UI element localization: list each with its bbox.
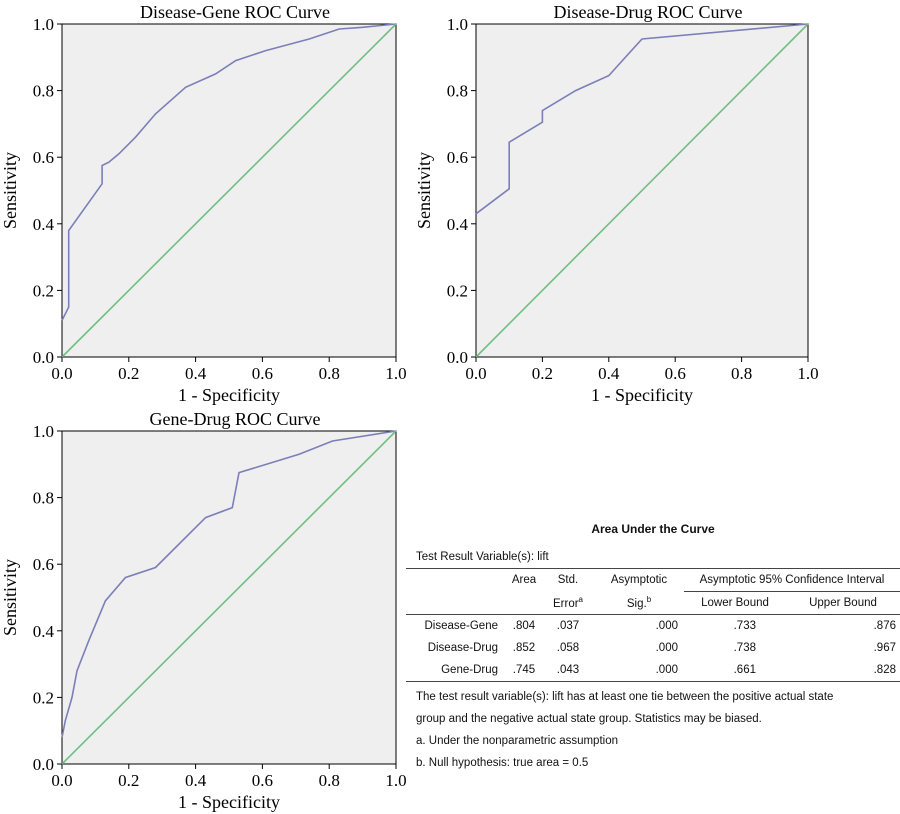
y-tick-label: 0.4 xyxy=(33,215,55,234)
x-tick-label: 0.4 xyxy=(185,771,207,790)
x-tick-label: 0.6 xyxy=(665,364,686,383)
y-tick-label: 0.8 xyxy=(447,82,468,101)
chart-title: Disease-Drug ROC Curve xyxy=(554,2,743,22)
auc-table-panel: Area Under the Curve Test Result Variabl… xyxy=(406,522,900,774)
y-tick-label: 0.2 xyxy=(33,688,54,707)
x-tick-label: 0.8 xyxy=(319,771,340,790)
reference-diagonal-line xyxy=(475,23,809,358)
reference-diagonal-line xyxy=(61,23,397,358)
ci-header: Asymptotic 95% Confidence Interval xyxy=(684,568,900,592)
table-row: Disease-Drug .852 .058 .000 .738 .967 xyxy=(427,642,896,654)
x-tick-label: 0.0 xyxy=(51,364,72,383)
y-tick-label: 0.6 xyxy=(447,148,468,167)
x-tick-label: 0.6 xyxy=(252,364,273,383)
chart-title: Disease-Gene ROC Curve xyxy=(140,2,330,22)
y-tick-label: 0.0 xyxy=(33,755,54,774)
footnote-b: b. Null hypothesis: true area = 0.5 xyxy=(416,757,589,769)
y-tick-label: 1.0 xyxy=(447,15,468,34)
std-header-2: Errora xyxy=(552,595,583,611)
std-footnote-mark: a xyxy=(578,595,583,605)
y-tick-label: 0.6 xyxy=(33,555,54,574)
sig-footnote-mark: b xyxy=(646,595,652,605)
table-row: Disease-Gene .804 .037 .000 .733 .876 xyxy=(424,620,896,632)
tie-note-line-2: group and the negative actual state grou… xyxy=(416,713,762,725)
area-header: Area xyxy=(511,574,537,587)
test-variable-note: Test Result Variable(s): lift xyxy=(416,551,549,563)
lower-header: Lower Bound xyxy=(701,597,769,609)
tie-note-line-1: The test result variable(s): lift has at… xyxy=(416,691,834,703)
x-tick-label: 0.6 xyxy=(252,771,273,790)
x-tick-label: 0.4 xyxy=(185,364,207,383)
auc-header-row-1: Area Std. Asymptotic Asymptotic 95% Conf… xyxy=(406,568,900,592)
reference-diagonal-line xyxy=(61,430,397,765)
roc-curve-line xyxy=(61,23,397,321)
x-tick-label: 0.8 xyxy=(319,364,340,383)
y-tick-label: 0.2 xyxy=(33,281,54,300)
roc-curve-line xyxy=(475,23,809,215)
asym-header-2: Sig.b xyxy=(626,595,652,611)
y-tick-label: 0.0 xyxy=(33,348,54,367)
x-tick-label: 1.0 xyxy=(385,771,406,790)
x-tick-label: 0.0 xyxy=(51,771,72,790)
x-axis-label: 1 - Specificity xyxy=(591,385,693,405)
x-tick-label: 0.8 xyxy=(731,364,752,383)
y-tick-label: 0.4 xyxy=(33,622,55,641)
y-tick-label: 0.6 xyxy=(33,148,54,167)
y-tick-label: 0.0 xyxy=(447,348,468,367)
std-header-1: Std. xyxy=(557,574,579,587)
x-tick-label: 0.2 xyxy=(532,364,553,383)
y-tick-label: 0.2 xyxy=(447,281,468,300)
table-row: Gene-Drug .745 .043 .000 .661 .828 xyxy=(406,659,900,682)
x-axis-label: 1 - Specificity xyxy=(178,385,280,405)
y-axis-label: Sensitivity xyxy=(0,559,20,636)
x-axis-label: 1 - Specificity xyxy=(178,792,280,812)
auc-table: Area Std. Asymptotic Asymptotic 95% Conf… xyxy=(406,568,900,682)
y-axis-label: Sensitivity xyxy=(414,152,434,229)
x-tick-label: 1.0 xyxy=(797,364,818,383)
y-axis-label: Sensitivity xyxy=(0,152,20,229)
y-tick-label: 0.8 xyxy=(33,489,54,508)
y-tick-label: 0.4 xyxy=(447,215,469,234)
footnote-a: a. Under the nonparametric assumption xyxy=(416,735,618,747)
y-tick-label: 0.8 xyxy=(33,82,54,101)
x-tick-label: 1.0 xyxy=(385,364,406,383)
y-tick-label: 1.0 xyxy=(33,15,54,34)
auc-title: Area Under the Curve xyxy=(591,522,715,536)
x-tick-label: 0.2 xyxy=(118,364,139,383)
asym-header-1: Asymptotic xyxy=(610,574,668,587)
chart-title: Gene-Drug ROC Curve xyxy=(150,409,321,429)
auc-header-row-2: Errora Sig.b Lower Bound Upper Bound xyxy=(406,592,900,615)
x-tick-label: 0.2 xyxy=(118,771,139,790)
roc-curve-line xyxy=(61,430,397,738)
y-tick-label: 1.0 xyxy=(33,422,54,441)
x-tick-label: 0.0 xyxy=(465,364,486,383)
x-tick-label: 0.4 xyxy=(598,364,620,383)
upper-header: Upper Bound xyxy=(809,597,877,609)
